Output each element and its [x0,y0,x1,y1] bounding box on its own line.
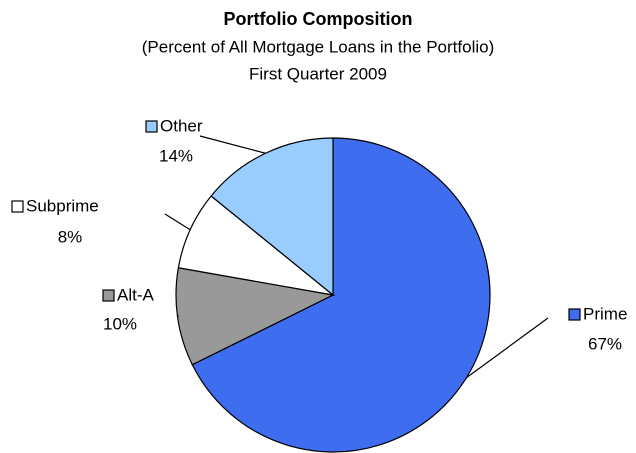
value-label: 67% [588,334,622,353]
legend-swatch [568,308,581,321]
leader-line [466,317,549,379]
legend-swatch [11,200,24,213]
chart-title: Portfolio Composition [224,9,413,29]
slice-label: Prime [583,304,627,323]
chart-subtitle: First Quarter 2009 [249,64,387,83]
value-label: 14% [159,146,193,165]
leader-line [164,213,191,231]
legend-swatch [102,289,115,302]
slice-label: Alt-A [117,285,155,304]
legend-swatch [145,120,158,133]
leader-line [199,135,266,154]
value-label: 8% [58,227,83,246]
chart-subtitle: (Percent of All Mortgage Loans in the Po… [142,37,494,56]
pie-slice [210,137,334,297]
value-label: 10% [103,314,137,333]
slice-label: Subprime [26,196,99,215]
slice-label: Other [160,116,203,135]
